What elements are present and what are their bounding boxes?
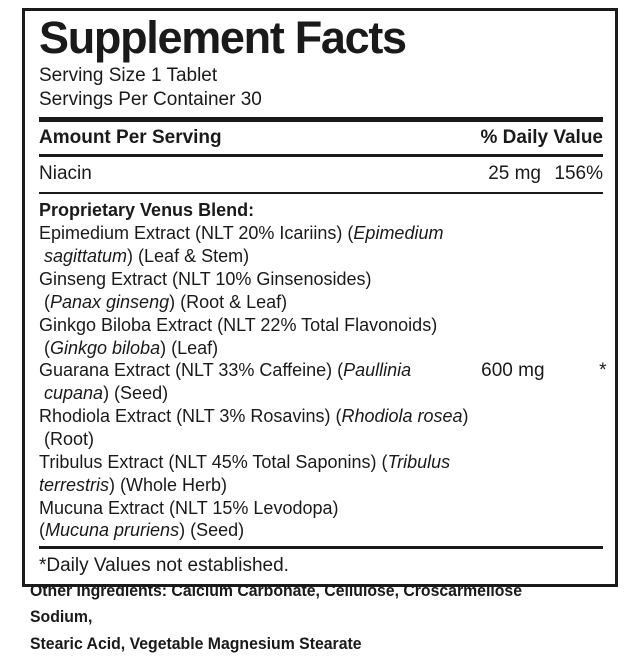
panel-header: Supplement Facts Serving Size 1 Tablet S… [25,12,615,112]
table-row-niacin: Niacin 25 mg 156% [39,157,603,192]
rule-below-niacin [39,192,603,195]
column-header-row: Amount Per Serving % Daily Value [25,122,615,158]
nutrient-name: Niacin [39,163,92,185]
rule-below-blend [39,546,603,550]
blend-ingredient-list: Proprietary Venus Blend: Epimedium Extra… [39,199,473,542]
list-item: Ginkgo Biloba Extract (NLT 22% Total Fla… [39,314,438,358]
rule-below-servings-wrap [25,117,615,123]
other-ingredients-line-1: Other Ingredients: Calcium Carbonate, Ce… [30,581,523,627]
list-item: Mucuna Extract (NLT 15% Levodopa) (Mucun… [39,497,339,541]
blend-title: Proprietary Venus Blend: [39,200,255,221]
nutrient-daily-value: 156% [554,163,603,185]
serving-size: Serving Size 1 Tablet [39,64,218,86]
amount-per-serving-header: Amount Per Serving [39,127,222,149]
supplement-facts-panel: Supplement Facts Serving Size 1 Tablet S… [22,8,618,588]
other-ingredients: Other Ingredients: Calcium Carbonate, Ce… [30,578,588,657]
rule-below-column-header [39,154,603,158]
nutrient-section: Niacin 25 mg 156% [25,157,615,195]
list-item: Ginseng Extract (NLT 10% Ginsenosides) (… [39,269,372,312]
other-ingredients-line-2: Stearic Acid, Vegetable Magnesium Steara… [30,633,362,653]
blend-section: Proprietary Venus Blend: Epimedium Extra… [25,194,615,584]
rule-thick-top [39,117,603,123]
list-item: Epimedium Extract (NLT 20% Icariins) (Ep… [39,223,444,267]
blend-amount-column: 600 mg * [473,199,617,542]
daily-value-header: % Daily Value [480,127,603,149]
blend-amount: 600 mg [481,359,545,381]
nutrient-amount: 25 mg [488,163,541,185]
footnote-daily-values: *Daily Values not established. [39,555,289,577]
blend-daily-value: * [599,359,607,381]
list-item: Guarana Extract (NLT 33% Caffeine) (Paul… [39,360,412,404]
list-item: Tribulus Extract (NLT 45% Total Saponins… [39,451,451,495]
panel-title: Supplement Facts [39,12,407,63]
servings-per-container: Servings Per Container 30 [39,89,262,111]
list-item: Rhodiola Extract (NLT 3% Rosavins) (Rhod… [39,406,469,450]
